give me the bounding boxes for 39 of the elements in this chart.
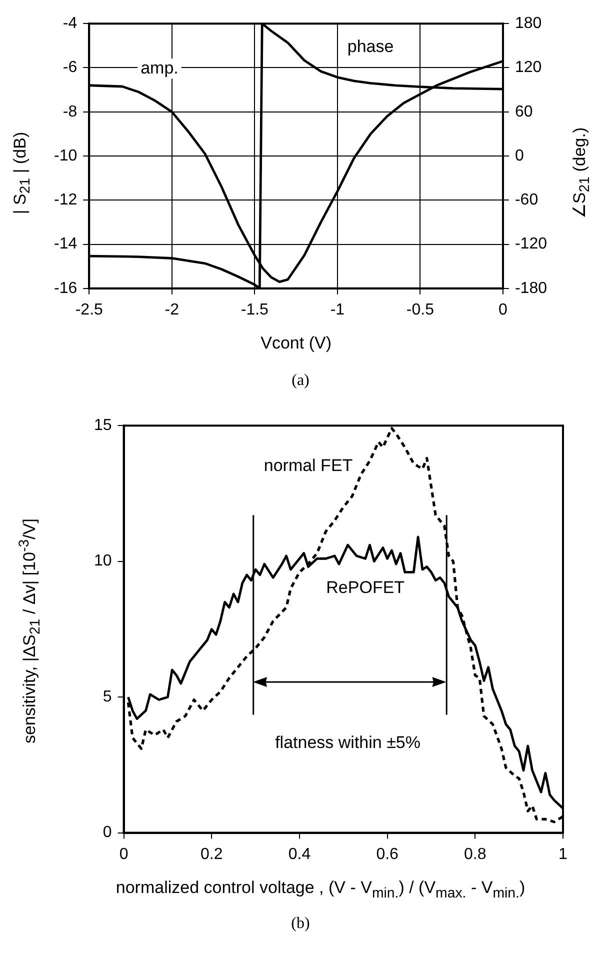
y2-tick-label: 180 (514, 15, 542, 32)
y-tick-label: -16 (54, 280, 78, 297)
x-tick-label: 0.4 (288, 846, 311, 863)
series-label: RePOFET (326, 578, 405, 598)
x-tick-label: -2.5 (75, 301, 104, 318)
y-tick-label: -4 (62, 15, 78, 32)
x-tick-label: -1.5 (240, 301, 269, 318)
y2-tick-label: -60 (514, 192, 538, 209)
x-tick-label: -2 (164, 301, 180, 318)
y2-tick-label: 60 (514, 103, 533, 120)
text: (b) (290, 915, 311, 934)
x-tick-label: 0.2 (200, 846, 223, 863)
y2-tick-label: -120 (514, 236, 548, 253)
y-tick-label: 15 (94, 417, 112, 434)
y-tick-label: -6 (62, 59, 78, 76)
x-tick-label: 0 (498, 301, 508, 318)
x-tick-label: -0.5 (406, 301, 434, 318)
annotation: flatness within ±5% (275, 732, 420, 752)
y-tick-label: 0 (102, 824, 112, 842)
x-tick-label: 1 (558, 846, 568, 863)
y-tick-label: -10 (54, 147, 78, 164)
y-tick-label: 10 (94, 552, 112, 570)
y-tick-label: 5 (102, 688, 112, 706)
x-axis-title: Vcont (V) (260, 333, 332, 352)
y-tick-label: -12 (54, 192, 78, 209)
x-tick-label: 0.8 (464, 846, 486, 863)
series-label: normal FET (264, 456, 353, 476)
y-tick-label: -8 (62, 103, 78, 120)
x-tick-label: 0 (119, 846, 128, 863)
x-axis-title: normalized control voltage , (V - V$_{min.}$) / (V$_{max.}$ - V$_{min.}$) (114, 878, 526, 902)
text: (a) (290, 372, 310, 390)
series-label: amp. (140, 58, 178, 78)
y-tick-label: -14 (54, 236, 78, 253)
y2-tick-label: 0 (514, 147, 524, 164)
x-tick-label: -1 (330, 301, 345, 318)
y2-tick-label: -180 (514, 280, 548, 297)
x-tick-label: 0.6 (376, 846, 399, 863)
y2-tick-label: 120 (514, 59, 542, 76)
series-label: phase (347, 37, 394, 56)
